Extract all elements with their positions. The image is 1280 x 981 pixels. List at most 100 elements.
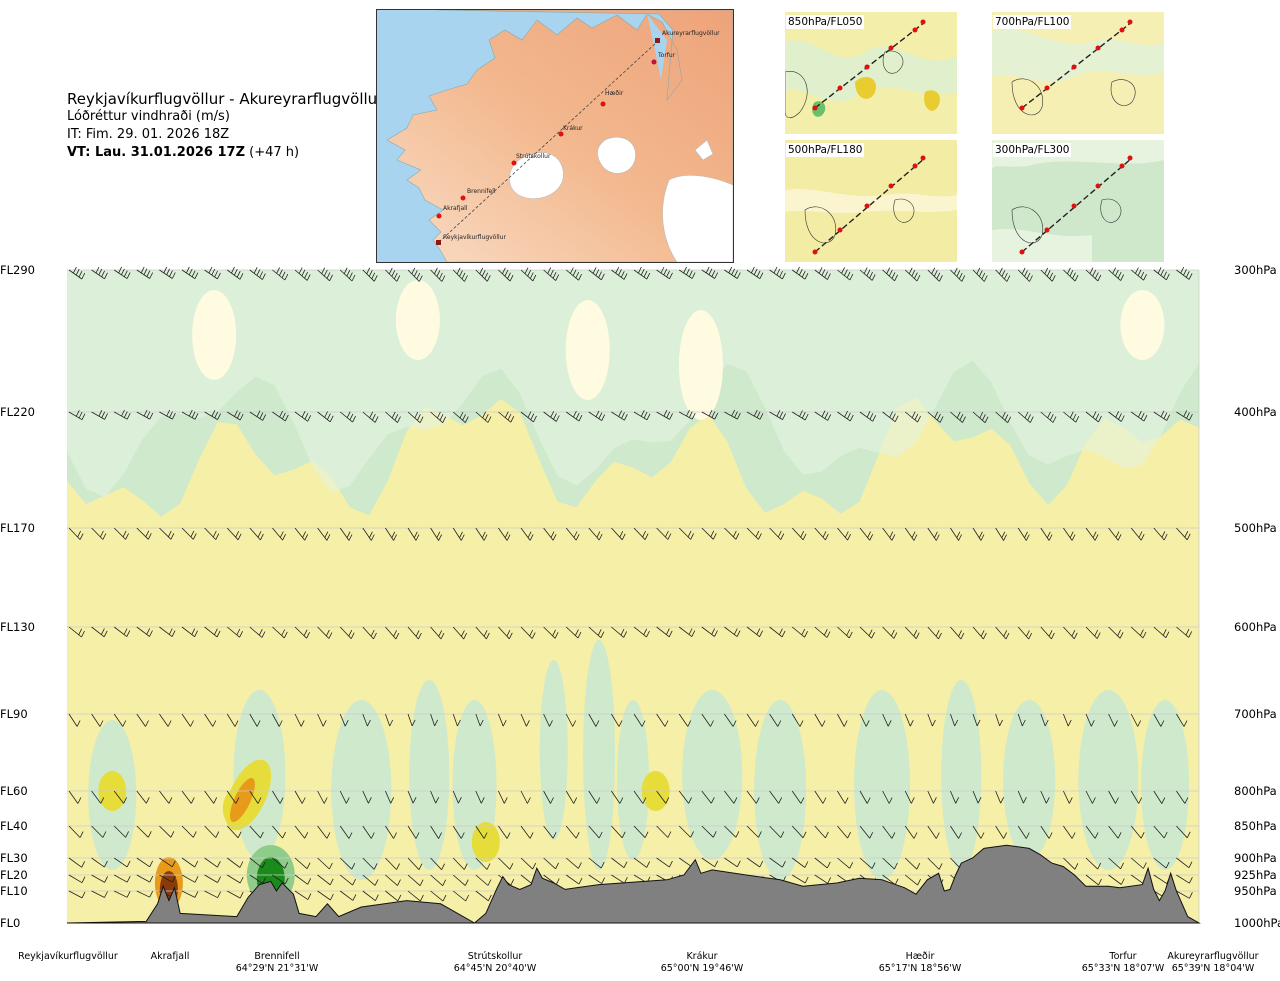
wind-barb — [1176, 825, 1191, 839]
wind-barb — [452, 825, 465, 839]
wind-barb — [181, 825, 197, 838]
wind-barb — [588, 267, 605, 281]
route-label-brennifell: Brennifell — [467, 188, 496, 195]
route-label-krakur: Krákur — [563, 125, 583, 132]
wind-barb — [543, 267, 560, 281]
hpa-axis-label: 800hPa — [1234, 784, 1277, 798]
route-point-strutskollur — [511, 160, 517, 166]
route-label-akrafjall: Akrafjall — [443, 205, 468, 212]
wind-barb — [814, 874, 832, 884]
station-name: Krákur — [686, 951, 718, 962]
wind-barb — [181, 266, 199, 280]
wind-barb — [678, 266, 696, 279]
wind-barb — [1063, 411, 1080, 423]
wind-barb — [1085, 626, 1101, 639]
glacier-4 — [694, 139, 714, 161]
wind-barb — [272, 874, 289, 885]
wind-barb — [385, 626, 400, 640]
wind-barb — [791, 874, 809, 884]
wind-barb — [226, 626, 243, 638]
wind-barb — [385, 857, 400, 870]
wind-barb — [837, 410, 854, 422]
route-map: Akureyrarflugvöllur Torfur Hæðir Krákur … — [376, 9, 734, 263]
wind-barb — [633, 790, 647, 804]
wind-barb — [362, 626, 377, 640]
wind-barb — [430, 626, 445, 640]
low-level-updraft-lobe — [617, 700, 649, 860]
wind-barb — [520, 267, 537, 282]
wind-barb — [520, 857, 537, 870]
wind-barb — [565, 857, 582, 869]
wind-barb — [91, 890, 108, 898]
wind-barb — [1153, 713, 1165, 727]
wind-barb — [1085, 825, 1099, 839]
wind-barb — [701, 266, 719, 279]
wind-barb — [995, 825, 1007, 839]
station-coord: 65°00'N 19°46'W — [660, 963, 744, 974]
wind-barb — [565, 267, 582, 281]
wind-barb — [611, 874, 628, 884]
wind-barb — [1130, 410, 1148, 422]
wind-barb — [272, 790, 284, 804]
wind-barb — [769, 410, 786, 420]
wind-barb — [430, 825, 442, 839]
fl-axis-label: FL40 — [0, 819, 28, 833]
route-point-akureyri — [655, 38, 660, 43]
wind-barb — [294, 411, 312, 422]
wind-barb — [91, 713, 104, 727]
wind-barb — [656, 527, 672, 540]
wind-barb — [633, 825, 649, 838]
wind-barb — [769, 527, 785, 540]
wind-barb — [204, 874, 221, 883]
wind-barb — [1017, 626, 1033, 640]
fl-axis-label: FL10 — [0, 884, 28, 898]
wind-barb — [249, 825, 264, 839]
downdraft-moderate — [229, 777, 255, 823]
wind-barb — [294, 790, 306, 804]
wind-barb — [1017, 713, 1026, 727]
mini-map-svg — [992, 140, 1164, 262]
wind-barb — [701, 857, 719, 868]
wind-barb — [498, 527, 511, 541]
wind-barb — [1130, 857, 1147, 869]
wind-barb — [475, 411, 492, 423]
low-level-updraft-lobe — [1141, 700, 1190, 870]
wind-barb — [724, 527, 740, 540]
wind-barb — [520, 713, 530, 727]
wind-barb — [204, 890, 221, 899]
wind-barb — [724, 626, 741, 637]
wind-barb — [272, 825, 286, 839]
wind-barb — [249, 527, 264, 541]
wind-barb — [249, 857, 266, 869]
wind-barb — [588, 874, 606, 884]
wind-barb — [362, 825, 375, 839]
wind-barb — [950, 527, 962, 541]
wind-barb — [882, 825, 896, 839]
fl-axis-label: FL130 — [0, 620, 35, 634]
wind-barb — [746, 409, 764, 420]
wind-barb — [362, 411, 379, 423]
wind-barb — [452, 411, 469, 423]
wind-barb — [1176, 874, 1193, 884]
wind-barb — [385, 411, 401, 423]
low-level-updraft-lobe — [754, 700, 807, 880]
wind-barb — [452, 790, 462, 804]
wind-barb — [1153, 825, 1168, 839]
wind-barb — [791, 825, 807, 839]
wind-barb — [294, 626, 310, 639]
mini-map-850: 850hPa/FL050 — [785, 12, 957, 134]
wind-barb — [407, 890, 424, 902]
fjord — [647, 14, 667, 80]
wind-barb — [769, 790, 783, 804]
wind-barb — [294, 713, 305, 727]
wind-barb — [339, 825, 353, 839]
wind-barb — [588, 527, 603, 541]
wind-barb — [972, 267, 988, 282]
wind-barb — [814, 267, 831, 280]
wind-barb — [1176, 857, 1193, 869]
wind-barb — [791, 626, 808, 638]
fl-axis-label: FL0 — [0, 916, 21, 930]
wind-barb — [927, 790, 937, 804]
wind-barb — [68, 874, 86, 884]
wind-barb — [159, 825, 175, 838]
